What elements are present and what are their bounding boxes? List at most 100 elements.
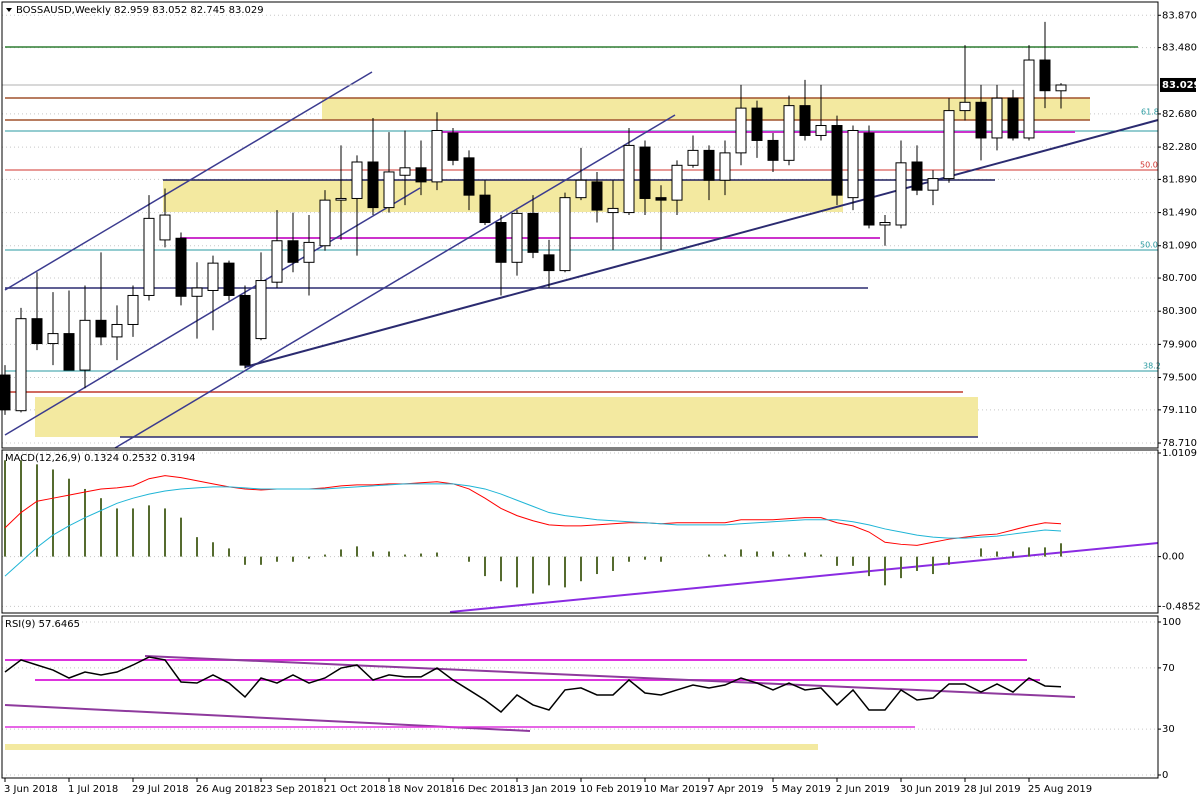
candle-body [31, 318, 43, 345]
y-tick-label: 79.900 [1162, 339, 1197, 350]
candle-body [191, 287, 203, 297]
candle-body [831, 125, 843, 196]
candle-body [575, 179, 587, 199]
x-tick-label: 3 Jun 2018 [4, 784, 58, 795]
channel-line [114, 114, 676, 449]
y-tick-label: 0.00 [1162, 552, 1184, 563]
x-tick-label: 21 Oct 2018 [324, 784, 386, 795]
candle-body [303, 241, 315, 263]
fib-label: 50.0 [1140, 161, 1158, 170]
zone [163, 180, 843, 212]
candle-body [975, 101, 987, 139]
candle-body [847, 129, 859, 199]
candle-body [495, 222, 507, 263]
candle-body [47, 333, 59, 345]
x-tick-label: 5 May 2019 [772, 784, 831, 795]
candle-body [559, 197, 571, 272]
candle-body [319, 199, 331, 247]
chart-title: BOSSAUSD,Weekly 82.959 83.052 82.745 83.… [16, 5, 264, 16]
candle-body [895, 162, 907, 226]
x-tick-label: 7 Apr 2019 [708, 784, 763, 795]
candle-body [143, 217, 155, 296]
candle-body [543, 254, 555, 272]
candle-body [447, 132, 459, 161]
candle-body [655, 197, 667, 201]
y-tick-label: 82.680 [1162, 109, 1197, 120]
x-tick-label: 30 Jun 2019 [900, 784, 960, 795]
candle-body [0, 374, 11, 411]
y-tick-label: 0 [1162, 770, 1168, 781]
candle-body [607, 207, 619, 214]
candle-body [671, 164, 683, 201]
candle-body [991, 97, 1003, 139]
candle-body [719, 152, 731, 181]
x-tick-label: 29 Jul 2018 [132, 784, 189, 795]
zone [35, 397, 978, 437]
channel-line [4, 71, 373, 291]
y-tick-label: 83.870 [1162, 10, 1197, 21]
candle-body [687, 149, 699, 166]
candle-body [783, 105, 795, 161]
candle-body [735, 107, 747, 154]
candle-body [799, 105, 811, 136]
candle-body [79, 319, 91, 371]
candle-body [287, 240, 299, 263]
y-tick-label: 79.110 [1162, 405, 1197, 416]
macd-title: MACD(12,26,9) 0.1324 0.2532 0.3194 [5, 453, 195, 464]
trend-line [244, 119, 1159, 368]
y-tick-label: 100 [1162, 617, 1181, 628]
y-tick-label: 81.090 [1162, 241, 1197, 252]
y-tick-label: 70 [1162, 663, 1175, 674]
candle-body [399, 167, 411, 176]
y-tick-label: 80.700 [1162, 273, 1197, 284]
candle-body [863, 132, 875, 226]
trend-line [144, 655, 1076, 698]
menu-icon[interactable] [6, 8, 12, 12]
x-tick-label: 28 Jul 2019 [964, 784, 1021, 795]
candle-body [111, 323, 123, 338]
candle-body [335, 197, 347, 201]
y-tick-label: 81.890 [1162, 174, 1197, 185]
candle-body [511, 212, 523, 263]
x-tick-label: 1 Jul 2018 [68, 784, 118, 795]
candle-body [479, 194, 491, 224]
candle-body [943, 110, 955, 180]
candle-body [431, 129, 443, 183]
trend-line [449, 542, 1159, 613]
y-tick-label: 83.480 [1162, 43, 1197, 54]
y-tick-label: 30 [1162, 724, 1175, 735]
candle-body [175, 237, 187, 297]
candle-body [751, 107, 763, 141]
y-tick-label: 79.500 [1162, 373, 1197, 384]
candle-body [639, 146, 651, 199]
x-tick-label: 23 Sep 2018 [260, 784, 323, 795]
candle-body [207, 262, 219, 291]
macd-line [4, 475, 1062, 546]
candle-body [159, 214, 171, 241]
zone [5, 744, 818, 750]
fib-label: 50.0 [1140, 241, 1158, 250]
y-tick-label: 82.280 [1162, 142, 1197, 153]
candle-body [239, 294, 251, 366]
fib-label: 61.8 [1141, 108, 1159, 117]
candle-body [15, 318, 27, 412]
candle-body [255, 280, 267, 340]
current-price-label: 83.029 [1162, 80, 1200, 91]
candle-body [367, 161, 379, 209]
candle-body [415, 167, 427, 183]
rsi-title: RSI(9) 57.6465 [5, 619, 80, 630]
candle-body [95, 319, 107, 338]
candle-body [223, 262, 235, 296]
candle-body [959, 101, 971, 112]
data-layer [0, 21, 1158, 713]
x-tick-label: 10 Mar 2019 [644, 784, 707, 795]
y-tick-label: -0.4852 [1162, 601, 1200, 612]
candle-body [1023, 59, 1035, 139]
candle-body [527, 212, 539, 253]
candle-body [351, 161, 363, 199]
x-tick-label: 10 Feb 2019 [580, 784, 642, 795]
y-tick-label: 80.300 [1162, 306, 1197, 317]
x-tick-label: 26 Aug 2018 [196, 784, 260, 795]
